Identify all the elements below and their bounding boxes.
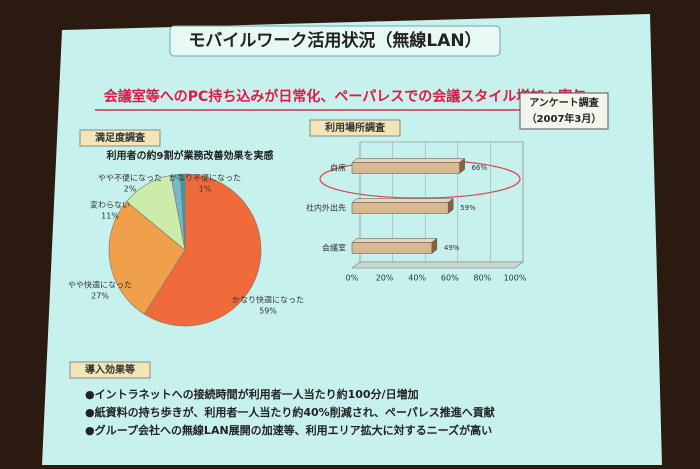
value-label: 59% bbox=[460, 204, 476, 212]
pie-title: 満足度調査 bbox=[95, 131, 146, 144]
value-label: 66% bbox=[472, 164, 488, 172]
y-tick-label: 会議室 bbox=[322, 243, 346, 253]
x-tick-label: 20% bbox=[376, 274, 394, 283]
slide bbox=[42, 14, 662, 465]
pie-slice bbox=[143, 173, 262, 327]
pie-slice bbox=[108, 201, 186, 315]
bar-header-box bbox=[309, 119, 401, 137]
y-tick-label: 自席 bbox=[330, 163, 346, 173]
slice-label: やや不便になった bbox=[98, 173, 162, 183]
bar bbox=[351, 237, 438, 255]
bar bbox=[351, 157, 466, 175]
slice-value: 2% bbox=[124, 185, 137, 194]
slice-value: 11% bbox=[101, 212, 119, 221]
effect-item: ●イントラネットへの接続時間が利用者一人当たり約100分/日増加 bbox=[85, 387, 419, 401]
slice-label: 変わらない bbox=[90, 200, 130, 210]
slide-subtitle: 会議室等へのPC持ち込みが日常化、ペーパレスでの会議スタイル増加へ寄与 bbox=[104, 88, 586, 105]
bar-face bbox=[351, 202, 449, 214]
slice-label: やや快適になった bbox=[68, 280, 132, 290]
badge-line: （2007年3月） bbox=[527, 112, 602, 125]
bar-face bbox=[351, 238, 438, 243]
x-tick-label: 80% bbox=[474, 274, 492, 283]
slice-value: 27% bbox=[91, 292, 109, 301]
slide-title: モバイルワーク活用状況（無線LAN） bbox=[188, 30, 481, 51]
slice-label: かなり快適になった bbox=[232, 295, 304, 305]
value-label: 49% bbox=[444, 244, 460, 252]
effects-title: 導入効果等 bbox=[85, 363, 135, 376]
bar-face bbox=[351, 158, 466, 163]
slice-label: かなり不便になった bbox=[169, 173, 241, 183]
bar-face bbox=[351, 242, 433, 254]
title-box bbox=[169, 25, 501, 57]
bar-face bbox=[351, 162, 460, 174]
pie-subtitle: 利用者の約9割が業務改善効果を実感 bbox=[107, 149, 274, 162]
y-tick-label: 社内外出先 bbox=[306, 203, 346, 213]
x-tick-label: 60% bbox=[441, 274, 459, 283]
badge-line: アンケート調査 bbox=[529, 96, 600, 109]
effects-header-box bbox=[69, 361, 151, 379]
badge-box bbox=[519, 92, 609, 130]
x-tick-label: 0% bbox=[346, 274, 359, 283]
effect-item: ●紙資料の持ち歩きが、利用者一人当たり約40%削減され、ペーパレス推進へ貢献 bbox=[85, 405, 495, 419]
bar bbox=[351, 197, 454, 215]
plot-floor bbox=[351, 261, 524, 269]
pie-slice bbox=[179, 173, 186, 251]
bar-face bbox=[351, 198, 454, 203]
slice-value: 59% bbox=[259, 307, 277, 316]
effect-item: ●グループ会社への無線LAN展開の加速等、利用エリア拡大に対するニーズが高い bbox=[85, 423, 492, 437]
pie-header-box bbox=[79, 129, 161, 147]
x-tick-label: 100% bbox=[504, 274, 527, 283]
x-tick-label: 40% bbox=[408, 274, 426, 283]
slice-value: 1% bbox=[199, 185, 212, 194]
bar-title: 利用場所調査 bbox=[325, 121, 386, 134]
